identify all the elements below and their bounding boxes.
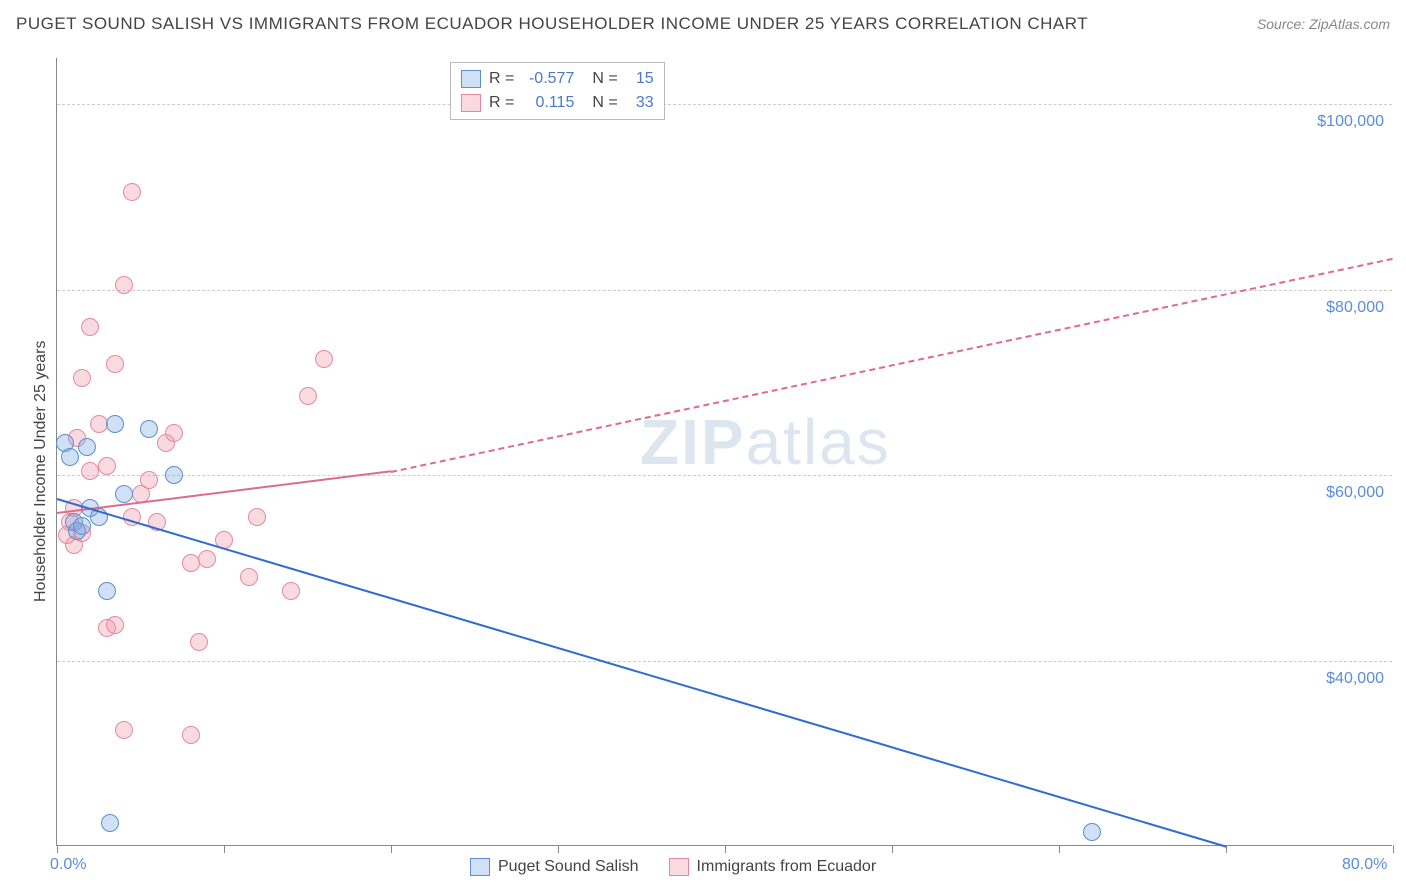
stat-label: R = bbox=[489, 70, 514, 88]
x-tick bbox=[1226, 845, 1227, 853]
data-point bbox=[61, 448, 79, 466]
data-point bbox=[115, 276, 133, 294]
data-point bbox=[90, 415, 108, 433]
x-tick bbox=[1059, 845, 1060, 853]
y-tick-label: $80,000 bbox=[1326, 299, 1384, 317]
stat-label: N = bbox=[592, 94, 617, 112]
data-point bbox=[73, 517, 91, 535]
stat-r-value: 0.115 bbox=[522, 94, 574, 112]
y-axis-label: Householder Income Under 25 years bbox=[32, 341, 50, 602]
gridline bbox=[57, 290, 1392, 291]
data-point bbox=[73, 369, 91, 387]
x-tick bbox=[224, 845, 225, 853]
data-point bbox=[315, 350, 333, 368]
y-tick-label: $100,000 bbox=[1317, 113, 1384, 131]
x-tick bbox=[1393, 845, 1394, 853]
stat-n-value: 15 bbox=[626, 70, 654, 88]
data-point bbox=[123, 183, 141, 201]
regression-line bbox=[57, 471, 391, 515]
data-point bbox=[140, 471, 158, 489]
data-point bbox=[248, 508, 266, 526]
y-tick-label: $60,000 bbox=[1326, 484, 1384, 502]
data-point bbox=[81, 318, 99, 336]
data-point bbox=[98, 457, 116, 475]
x-tick bbox=[892, 845, 893, 853]
chart-title: PUGET SOUND SALISH VS IMMIGRANTS FROM EC… bbox=[16, 14, 1088, 34]
gridline bbox=[57, 661, 1392, 662]
data-point bbox=[106, 415, 124, 433]
stat-label: R = bbox=[489, 94, 514, 112]
regression-line bbox=[57, 498, 1227, 848]
legend-label: Puget Sound Salish bbox=[498, 858, 639, 876]
x-tick-label: 0.0% bbox=[50, 856, 86, 874]
stats-row: R = 0.115 N = 33 bbox=[461, 91, 654, 115]
x-tick bbox=[57, 845, 58, 853]
legend-swatch bbox=[461, 70, 481, 88]
data-point bbox=[182, 726, 200, 744]
source-text: Source: ZipAtlas.com bbox=[1257, 16, 1390, 32]
data-point bbox=[190, 633, 208, 651]
data-point bbox=[282, 582, 300, 600]
legend-label: Immigrants from Ecuador bbox=[697, 858, 877, 876]
x-tick bbox=[391, 845, 392, 853]
data-point bbox=[115, 485, 133, 503]
gridline bbox=[57, 104, 1392, 105]
x-tick bbox=[558, 845, 559, 853]
data-point bbox=[299, 387, 317, 405]
stats-legend: R = -0.577 N = 15 R = 0.115 N = 33 bbox=[450, 62, 665, 120]
bottom-legend: Puget Sound Salish Immigrants from Ecuado… bbox=[470, 858, 876, 876]
data-point bbox=[240, 568, 258, 586]
gridline bbox=[57, 475, 1392, 476]
x-tick-label: 80.0% bbox=[1342, 856, 1387, 874]
stat-r-value: -0.577 bbox=[522, 70, 574, 88]
legend-swatch bbox=[461, 94, 481, 112]
stats-row: R = -0.577 N = 15 bbox=[461, 67, 654, 91]
data-point bbox=[115, 721, 133, 739]
stat-label: N = bbox=[592, 70, 617, 88]
legend-swatch bbox=[470, 858, 490, 876]
y-tick-label: $40,000 bbox=[1326, 670, 1384, 688]
data-point bbox=[165, 424, 183, 442]
data-point bbox=[106, 355, 124, 373]
data-point bbox=[140, 420, 158, 438]
scatter-plot: $40,000 $60,000 $80,000 $100,000 bbox=[56, 58, 1392, 846]
legend-item: Immigrants from Ecuador bbox=[669, 858, 877, 876]
data-point bbox=[98, 582, 116, 600]
data-point bbox=[198, 550, 216, 568]
data-point bbox=[81, 462, 99, 480]
stat-n-value: 33 bbox=[626, 94, 654, 112]
data-point bbox=[165, 466, 183, 484]
data-point bbox=[78, 438, 96, 456]
data-point bbox=[106, 616, 124, 634]
legend-item: Puget Sound Salish bbox=[470, 858, 639, 876]
data-point bbox=[182, 554, 200, 572]
data-point bbox=[1083, 823, 1101, 841]
data-point bbox=[101, 814, 119, 832]
x-tick bbox=[725, 845, 726, 853]
legend-swatch bbox=[669, 858, 689, 876]
